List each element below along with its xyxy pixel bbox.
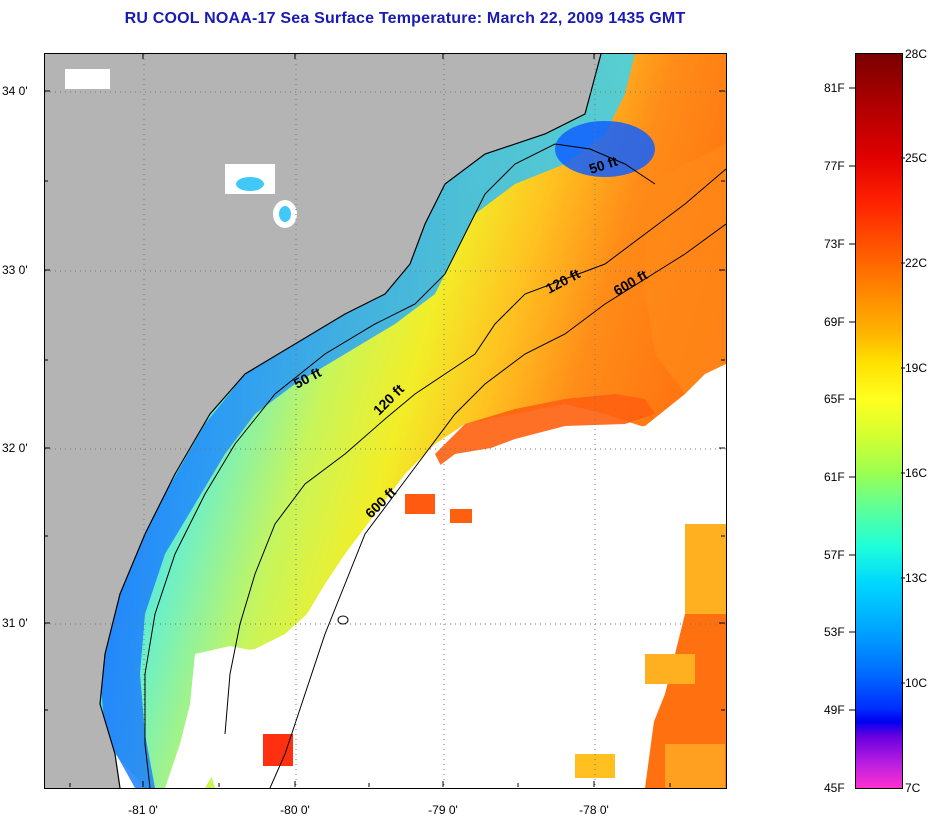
- lon-label-80: -80 0': [280, 803, 310, 817]
- cloud-cover-offshore: [265, 364, 726, 788]
- colorbar-label-f-45: 45F: [824, 781, 845, 795]
- colorbar-label-c-16: 16C: [905, 466, 928, 480]
- warm-patch: [450, 509, 472, 523]
- isobath-600ft: [269, 223, 726, 788]
- colorbar-label-c-25: 25C: [905, 151, 928, 165]
- colorbar-label-f-73: 73F: [824, 237, 845, 251]
- ocean-sst-field: [100, 54, 726, 788]
- coastline: [99, 54, 602, 788]
- land-mass: [45, 54, 601, 788]
- warm-patch: [685, 524, 726, 614]
- colorbar-label-c-28: 28C: [905, 47, 928, 61]
- warm-patch: [405, 494, 435, 514]
- lon-label-79: -79 0': [428, 803, 458, 817]
- sst-map-canvas: 50 ft 120 ft 600 ft 50 ft 120 ft 600 ft: [45, 54, 726, 788]
- warm-patch: [665, 744, 725, 788]
- land-nodata-speck: [65, 69, 110, 89]
- graticule: [45, 54, 726, 788]
- colorbar-label-f-53: 53F: [824, 625, 845, 639]
- lat-label-34: 34 0': [2, 84, 28, 98]
- colorbar-label-c-7: 7C: [905, 781, 921, 795]
- inland-lake: [279, 206, 291, 222]
- colorbar-label-c-13: 13C: [905, 571, 928, 585]
- colorbar-label-f-57: 57F: [824, 548, 845, 562]
- sst-map[interactable]: 50 ft 120 ft 600 ft 50 ft 120 ft 600 ft: [44, 53, 727, 789]
- lat-label-31: 31 0': [2, 616, 28, 630]
- colorbar-gradient: [856, 54, 902, 788]
- colorbar-label-c-22: 22C: [905, 256, 928, 270]
- colorbar-label-f-65: 65F: [824, 392, 845, 406]
- isobath-120ft: [224, 168, 726, 735]
- colorbar-label-f-77: 77F: [824, 159, 845, 173]
- lon-label-78: -78 0': [579, 803, 609, 817]
- colorbar-label-f-81: 81F: [824, 81, 845, 95]
- temperature-colorbar: [855, 53, 903, 789]
- lat-label-33: 33 0': [2, 263, 28, 277]
- inland-lake: [236, 177, 264, 191]
- lon-label-81: -81 0': [128, 803, 158, 817]
- colorbar-label-f-69: 69F: [824, 315, 845, 329]
- cloud-cover-south: [165, 646, 270, 788]
- colorbar-label-c-10: 10C: [905, 676, 928, 690]
- lat-label-32: 32 0': [2, 441, 28, 455]
- colorbar-label-c-19: 19C: [905, 361, 928, 375]
- warm-gulf-stream: [435, 394, 655, 474]
- isobath-small-ring: [337, 615, 349, 625]
- isobath-50ft: [144, 143, 656, 788]
- colorbar-label-f-61: 61F: [824, 470, 845, 484]
- colorbar-label-f-49: 49F: [824, 703, 845, 717]
- cold-pocket: [555, 121, 655, 177]
- warm-patch: [645, 654, 695, 684]
- warm-offshore-right: [645, 144, 726, 414]
- map-title: RU COOL NOAA-17 Sea Surface Temperature:…: [124, 10, 686, 27]
- warm-patch: [263, 734, 293, 766]
